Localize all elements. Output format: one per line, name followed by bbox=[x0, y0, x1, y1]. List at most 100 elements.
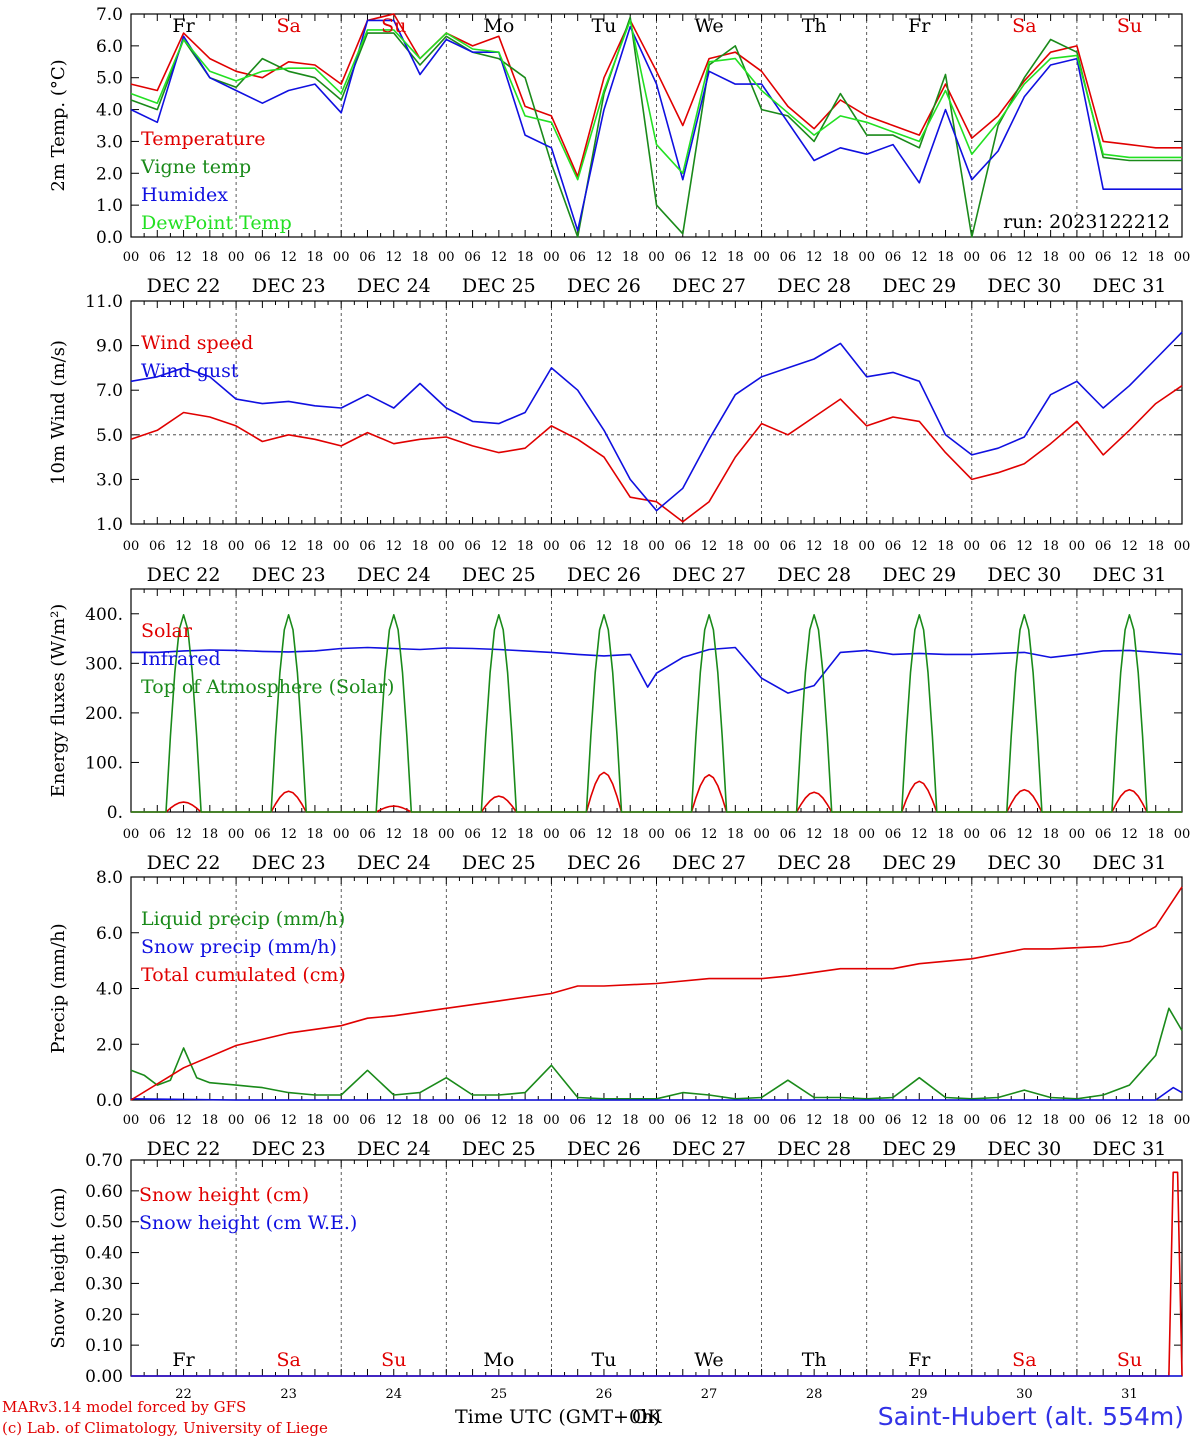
hour-tick-label: 06 bbox=[1095, 1113, 1112, 1128]
hour-tick-label: 00 bbox=[543, 250, 560, 265]
hour-tick-label: 06 bbox=[675, 1113, 692, 1128]
hour-tick-label: 12 bbox=[175, 1113, 192, 1128]
date-label: DEC 24 bbox=[357, 852, 431, 874]
hour-tick-label: 00 bbox=[228, 539, 245, 554]
day-number: 25 bbox=[491, 1387, 508, 1402]
y-tick-label: 3.0 bbox=[96, 132, 123, 152]
hour-tick-label: 06 bbox=[254, 1113, 271, 1128]
y-tick-label: 4.0 bbox=[96, 101, 123, 121]
hour-tick-label: 00 bbox=[543, 1113, 560, 1128]
hour-tick-label: 18 bbox=[832, 827, 849, 842]
day-name: Su bbox=[381, 1349, 406, 1371]
legend-entry: Top of Atmosphere (Solar) bbox=[141, 676, 394, 698]
date-label: DEC 27 bbox=[672, 275, 746, 297]
y-tick-label: 0.00 bbox=[85, 1367, 123, 1387]
hour-tick-label: 18 bbox=[937, 827, 954, 842]
hour-tick-label: 06 bbox=[464, 250, 481, 265]
legend-entry: Wind speed bbox=[141, 332, 253, 354]
hour-tick-label: 06 bbox=[885, 539, 902, 554]
hour-tick-label: 00 bbox=[228, 1113, 245, 1128]
run-label: run: 2023122212 bbox=[1003, 211, 1170, 233]
hour-tick-label: 06 bbox=[464, 539, 481, 554]
hour-tick-label: 12 bbox=[911, 539, 928, 554]
hour-tick-label: 18 bbox=[517, 539, 534, 554]
hour-tick-label: 18 bbox=[412, 827, 429, 842]
date-label: DEC 28 bbox=[777, 852, 851, 874]
hour-tick-label: 06 bbox=[569, 1113, 586, 1128]
y-tick-label: 400. bbox=[85, 605, 123, 625]
hour-tick-label: 12 bbox=[280, 539, 297, 554]
day-number: 23 bbox=[280, 1387, 297, 1402]
hour-tick-label: 00 bbox=[1174, 1113, 1191, 1128]
series-line bbox=[130, 19, 1182, 181]
legend-entry: Wind gust bbox=[141, 360, 239, 382]
day-number: 22 bbox=[175, 1387, 192, 1402]
hour-tick-label: 18 bbox=[727, 250, 744, 265]
y-tick-label: 0.30 bbox=[85, 1274, 123, 1294]
y-tick-label: 0.0 bbox=[96, 228, 123, 248]
y-tick-label: 0.70 bbox=[85, 1151, 123, 1171]
y-tick-label: 2.0 bbox=[96, 1035, 123, 1055]
hour-tick-label: 12 bbox=[385, 1113, 402, 1128]
hour-tick-label: 00 bbox=[1069, 539, 1086, 554]
hour-tick-label: 12 bbox=[596, 539, 613, 554]
y-tick-label: 100. bbox=[85, 753, 123, 773]
series-line bbox=[130, 13, 1182, 178]
hour-tick-label: 18 bbox=[307, 1113, 324, 1128]
hour-tick-label: 18 bbox=[517, 827, 534, 842]
hour-tick-label: 12 bbox=[911, 250, 928, 265]
y-tick-label: 0.60 bbox=[85, 1182, 123, 1202]
hour-tick-label: 12 bbox=[175, 250, 192, 265]
hour-tick-label: 00 bbox=[438, 539, 455, 554]
hour-tick-label: 00 bbox=[1069, 250, 1086, 265]
date-label: DEC 29 bbox=[882, 275, 956, 297]
date-label: DEC 29 bbox=[882, 564, 956, 586]
y-tick-label: 300. bbox=[85, 654, 123, 674]
y-tick-label: 11.0 bbox=[85, 292, 123, 312]
y-tick-label: 7.0 bbox=[96, 381, 123, 401]
hour-tick-label: 12 bbox=[806, 539, 823, 554]
day-name: Mo bbox=[483, 15, 514, 37]
hour-tick-label: 00 bbox=[753, 827, 770, 842]
y-tick-label: 0.0 bbox=[96, 1091, 123, 1111]
hour-tick-label: 12 bbox=[385, 539, 402, 554]
hour-tick-label: 12 bbox=[701, 539, 718, 554]
date-label: DEC 23 bbox=[252, 564, 326, 586]
series-line bbox=[130, 331, 1183, 512]
y-axis-label: Energy fluxes (W/m²) bbox=[48, 604, 69, 798]
hour-tick-label: 06 bbox=[359, 250, 376, 265]
hour-tick-label: 12 bbox=[596, 1113, 613, 1128]
hour-tick-label: 06 bbox=[149, 250, 166, 265]
hour-tick-label: 06 bbox=[675, 827, 692, 842]
hour-tick-label: 12 bbox=[491, 250, 508, 265]
date-label: DEC 26 bbox=[567, 852, 641, 874]
date-label: DEC 26 bbox=[567, 1138, 641, 1160]
x-axis-title-overlap: OK bbox=[632, 1406, 662, 1428]
hour-tick-label: 18 bbox=[1042, 250, 1059, 265]
hour-tick-label: 00 bbox=[123, 250, 140, 265]
hour-tick-label: 06 bbox=[990, 539, 1007, 554]
series-line bbox=[131, 646, 1183, 694]
y-tick-label: 9.0 bbox=[96, 337, 123, 357]
hour-tick-label: 00 bbox=[333, 250, 350, 265]
date-label: DEC 25 bbox=[462, 275, 536, 297]
hour-tick-label: 18 bbox=[1147, 1113, 1164, 1128]
date-label: DEC 26 bbox=[567, 564, 641, 586]
date-label: DEC 31 bbox=[1093, 564, 1167, 586]
hour-tick-label: 12 bbox=[280, 827, 297, 842]
hour-tick-label: 00 bbox=[228, 250, 245, 265]
hour-tick-label: 06 bbox=[149, 539, 166, 554]
date-label: DEC 22 bbox=[147, 1138, 221, 1160]
hour-tick-label: 18 bbox=[412, 539, 429, 554]
y-tick-label: 3.0 bbox=[96, 470, 123, 490]
hour-tick-label: 00 bbox=[1174, 539, 1191, 554]
hour-tick-label: 12 bbox=[1121, 827, 1138, 842]
hour-tick-label: 12 bbox=[911, 1113, 928, 1128]
day-number: 30 bbox=[1016, 1387, 1033, 1402]
hour-tick-label: 06 bbox=[780, 827, 797, 842]
hour-tick-label: 00 bbox=[1174, 827, 1191, 842]
series-line bbox=[130, 1086, 1183, 1101]
day-name: Th bbox=[802, 1349, 827, 1371]
hour-tick-label: 00 bbox=[964, 1113, 981, 1128]
series-line bbox=[130, 19, 1182, 232]
